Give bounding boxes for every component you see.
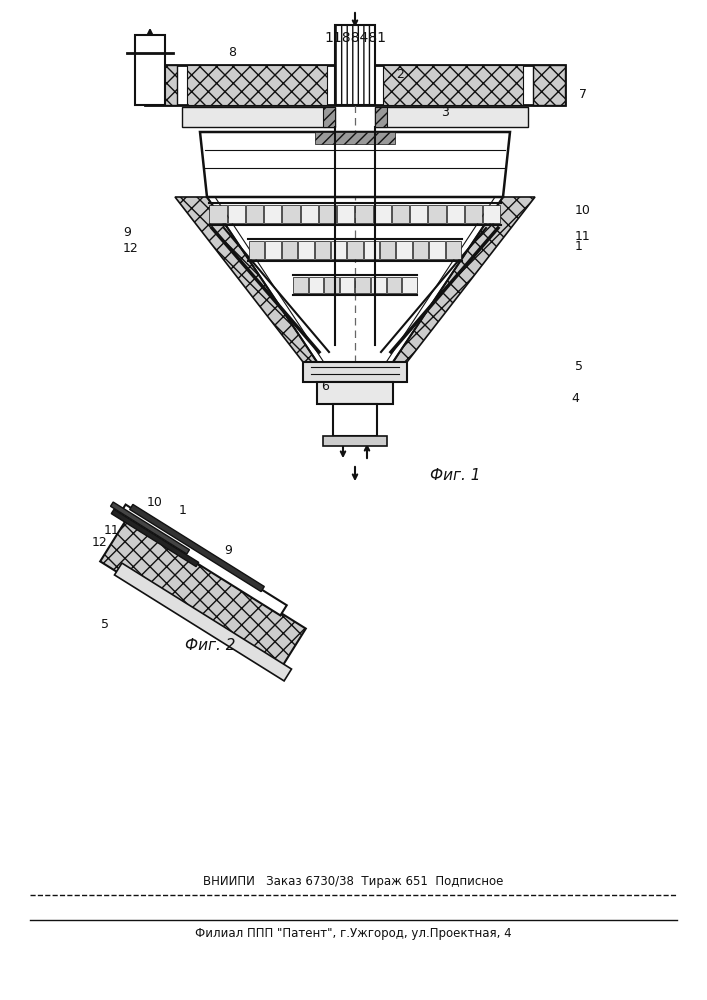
Polygon shape (315, 241, 330, 259)
Polygon shape (209, 205, 227, 223)
Polygon shape (300, 205, 318, 223)
Polygon shape (465, 205, 482, 223)
Polygon shape (323, 436, 387, 446)
Text: 1188481: 1188481 (324, 31, 386, 45)
Polygon shape (337, 205, 354, 223)
Polygon shape (303, 362, 407, 382)
Polygon shape (293, 277, 308, 293)
Text: Фиг. 2: Фиг. 2 (185, 638, 235, 652)
Polygon shape (333, 404, 377, 436)
Text: 12: 12 (123, 241, 139, 254)
Text: 9: 9 (224, 544, 232, 556)
Polygon shape (246, 205, 263, 223)
Polygon shape (356, 205, 373, 223)
Polygon shape (298, 241, 313, 259)
Text: 10: 10 (575, 204, 591, 217)
Text: 9: 9 (123, 227, 131, 239)
Polygon shape (380, 241, 395, 259)
Text: 3: 3 (441, 106, 449, 119)
Polygon shape (175, 197, 317, 362)
Polygon shape (187, 65, 327, 105)
Text: 5: 5 (101, 618, 109, 632)
Polygon shape (100, 517, 306, 673)
Text: 4: 4 (571, 392, 579, 406)
Polygon shape (347, 241, 363, 259)
Polygon shape (145, 65, 177, 105)
Polygon shape (410, 205, 428, 223)
Polygon shape (129, 504, 264, 592)
Polygon shape (110, 502, 189, 554)
Polygon shape (200, 132, 510, 197)
Polygon shape (445, 241, 461, 259)
Polygon shape (317, 382, 393, 404)
Text: 12: 12 (92, 536, 108, 550)
Polygon shape (119, 505, 287, 615)
Text: Филиал ППП "Патент", г.Ужгород, ул.Проектная, 4: Филиал ППП "Патент", г.Ужгород, ул.Проек… (194, 928, 511, 940)
Polygon shape (111, 509, 199, 567)
Polygon shape (375, 107, 387, 127)
Polygon shape (264, 205, 281, 223)
Polygon shape (249, 241, 264, 259)
Polygon shape (325, 277, 339, 293)
Polygon shape (374, 205, 391, 223)
Polygon shape (340, 277, 354, 293)
Polygon shape (387, 277, 401, 293)
Text: 5: 5 (575, 360, 583, 373)
Text: 10: 10 (147, 495, 163, 508)
Polygon shape (228, 205, 245, 223)
Polygon shape (447, 205, 464, 223)
Text: 11: 11 (104, 524, 120, 536)
Text: 1: 1 (575, 239, 583, 252)
Polygon shape (393, 197, 535, 362)
Polygon shape (135, 35, 165, 105)
Polygon shape (319, 205, 337, 223)
Text: 1: 1 (179, 504, 187, 516)
Polygon shape (309, 277, 323, 293)
Polygon shape (363, 241, 379, 259)
Polygon shape (283, 205, 300, 223)
Polygon shape (392, 205, 409, 223)
Polygon shape (429, 241, 445, 259)
Polygon shape (397, 241, 412, 259)
Polygon shape (533, 65, 565, 105)
Polygon shape (413, 241, 428, 259)
Polygon shape (265, 241, 281, 259)
Text: 11: 11 (575, 230, 591, 242)
Polygon shape (371, 277, 385, 293)
Polygon shape (331, 241, 346, 259)
Polygon shape (383, 65, 523, 105)
Polygon shape (356, 277, 370, 293)
Polygon shape (375, 107, 528, 127)
Polygon shape (315, 132, 395, 144)
Text: 7: 7 (579, 89, 587, 102)
Text: Фиг. 1: Фиг. 1 (430, 468, 480, 484)
Text: ВНИИПИ   Заказ 6730/38  Тираж 651  Подписное: ВНИИПИ Заказ 6730/38 Тираж 651 Подписное (203, 874, 503, 888)
Text: 8: 8 (228, 46, 236, 60)
Polygon shape (145, 65, 565, 105)
Polygon shape (428, 205, 445, 223)
Polygon shape (402, 277, 416, 293)
Polygon shape (335, 25, 375, 105)
Text: 6: 6 (321, 380, 329, 393)
Polygon shape (115, 563, 291, 681)
Polygon shape (281, 241, 297, 259)
Polygon shape (484, 205, 501, 223)
Text: 2: 2 (396, 68, 404, 82)
Polygon shape (182, 107, 335, 127)
Polygon shape (323, 107, 335, 127)
